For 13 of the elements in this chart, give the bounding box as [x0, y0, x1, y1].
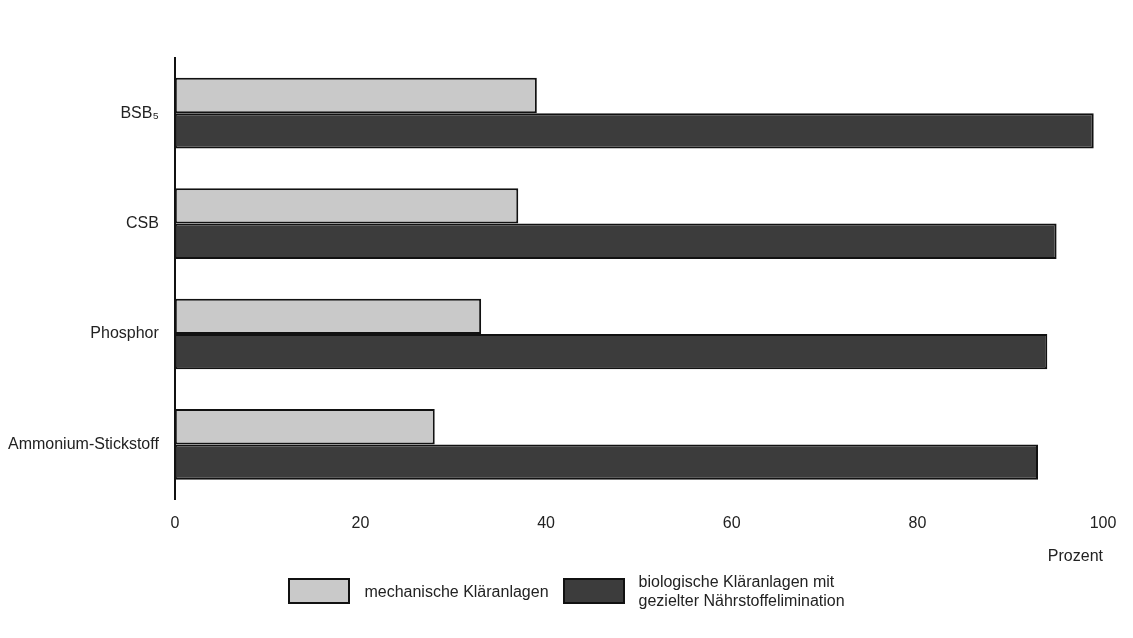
- x-tick-label: 80: [908, 513, 927, 531]
- y-tick-label: BSB₅: [120, 103, 159, 121]
- y-tick-label: Ammonium-Stickstoff: [7, 434, 160, 452]
- x-axis-title: Prozent: [1047, 546, 1104, 564]
- x-tick-label: 60: [722, 513, 741, 531]
- x-tick-label: 40: [537, 513, 556, 531]
- legend-label: mechanische Kläranlagen: [364, 581, 549, 601]
- x-tick-label: 100: [1089, 513, 1117, 531]
- legend-label: biologische Kläranlagen mit gezielter Nährstoffelimination: [638, 572, 845, 610]
- x-tick-label: 20: [351, 513, 370, 531]
- y-tick-label: CSB: [125, 214, 159, 232]
- x-tick-label: 0: [170, 513, 180, 531]
- y-tick-label: Phosphor: [90, 324, 160, 342]
